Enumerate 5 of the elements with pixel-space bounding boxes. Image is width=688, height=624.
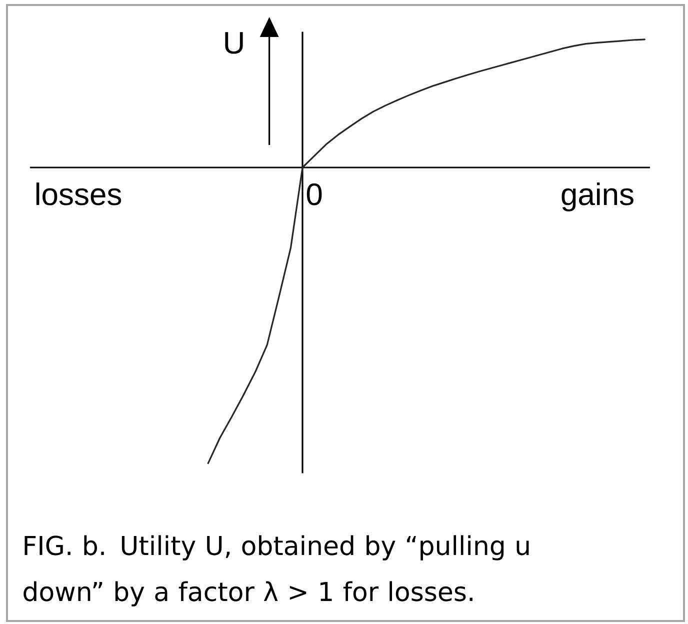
x-tick-label: 0 [306, 183, 322, 206]
y-axis-title: U [225, 32, 243, 54]
text: FIG. b. Utility U, obtained by “pulling u down” by a factor λ > 1 for losses. [24, 535, 529, 606]
x-tick-label: losses [36, 182, 122, 206]
x-tick-label: gains [562, 182, 634, 212]
